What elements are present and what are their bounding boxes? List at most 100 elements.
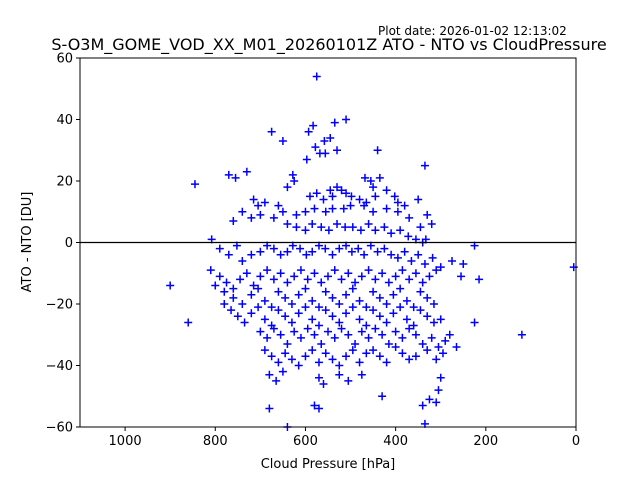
data-point (342, 309, 351, 318)
data-point (310, 204, 319, 213)
data-point (321, 244, 330, 253)
data-point (364, 333, 373, 342)
data-point (312, 72, 321, 81)
data-point (328, 204, 337, 213)
data-point (405, 213, 414, 222)
data-point (317, 339, 326, 348)
data-point (434, 386, 443, 395)
data-point (301, 303, 310, 312)
data-point (265, 404, 274, 413)
data-point (375, 173, 384, 182)
data-point (382, 300, 391, 308)
data-point (348, 284, 357, 293)
data-point (314, 373, 323, 382)
data-point (303, 324, 312, 333)
data-point (231, 173, 240, 182)
data-point (254, 303, 263, 312)
data-point (351, 339, 360, 348)
data-point (274, 306, 283, 315)
data-point (459, 260, 468, 269)
data-point (335, 300, 344, 308)
data-point (428, 253, 437, 262)
data-point (260, 198, 269, 207)
data-point (247, 250, 256, 259)
data-point (382, 358, 391, 367)
data-point (290, 177, 299, 185)
data-point (238, 300, 247, 308)
x-tick-label: 600 (293, 434, 318, 449)
data-point (321, 207, 330, 216)
data-point (310, 330, 319, 339)
data-point (263, 266, 272, 275)
data-point (405, 355, 414, 364)
data-point (292, 210, 301, 219)
y-tick-label: 40 (56, 113, 73, 128)
data-point (416, 223, 425, 232)
y-tick-label: 20 (56, 175, 73, 190)
data-point (429, 318, 438, 327)
data-point (308, 346, 317, 355)
data-point (242, 167, 251, 176)
data-point (427, 220, 436, 229)
data-point (344, 376, 353, 385)
data-point (287, 318, 296, 327)
data-point (254, 201, 263, 210)
data-point (411, 352, 420, 361)
data-point (330, 333, 339, 342)
data-point (328, 355, 337, 364)
data-point (229, 284, 238, 293)
data-point (276, 250, 285, 259)
data-point (348, 303, 357, 312)
data-point (348, 223, 357, 232)
data-point (337, 324, 346, 333)
data-point (360, 173, 369, 182)
data-point (308, 220, 317, 229)
data-point (355, 296, 364, 305)
data-point (391, 327, 400, 336)
data-point (347, 192, 356, 201)
data-point (317, 278, 326, 287)
data-point (373, 247, 382, 256)
data-point (260, 346, 269, 355)
data-point (354, 244, 363, 253)
y-tick-label: −40 (46, 359, 73, 374)
data-point (267, 127, 276, 136)
data-point (382, 318, 391, 327)
data-point (351, 278, 360, 287)
data-point (247, 290, 256, 299)
data-point (402, 315, 411, 324)
data-point (301, 284, 310, 293)
data-point (227, 306, 236, 315)
data-point (423, 293, 432, 302)
data-point (382, 204, 391, 213)
data-point (308, 247, 317, 256)
data-point (309, 121, 318, 130)
data-point (328, 250, 337, 259)
data-point (375, 293, 384, 302)
data-point (321, 287, 330, 296)
plot-date-label: Plot date: 2026-01-02 12:13:02 (378, 24, 567, 38)
data-point (393, 207, 402, 216)
data-point (404, 232, 413, 241)
data-point (355, 315, 364, 324)
data-point (371, 226, 380, 235)
data-point (324, 327, 332, 336)
data-point (405, 324, 414, 333)
data-point (364, 220, 373, 229)
data-point (393, 253, 402, 262)
data-point (378, 392, 387, 401)
data-point (240, 318, 249, 327)
chart-title: S-O3M_GOME_VOD_XX_M01_20260101Z ATO - NT… (51, 35, 606, 55)
data-point (384, 339, 393, 348)
data-point (278, 367, 287, 376)
data-point (283, 183, 292, 192)
data-point (215, 244, 224, 253)
data-point (414, 195, 423, 204)
data-point (229, 293, 238, 302)
y-tick-label: 0 (65, 236, 73, 251)
x-axis-label: Cloud Pressure [hPa] (261, 457, 396, 472)
data-point (390, 192, 399, 201)
data-point (396, 226, 405, 235)
data-point (220, 287, 229, 296)
